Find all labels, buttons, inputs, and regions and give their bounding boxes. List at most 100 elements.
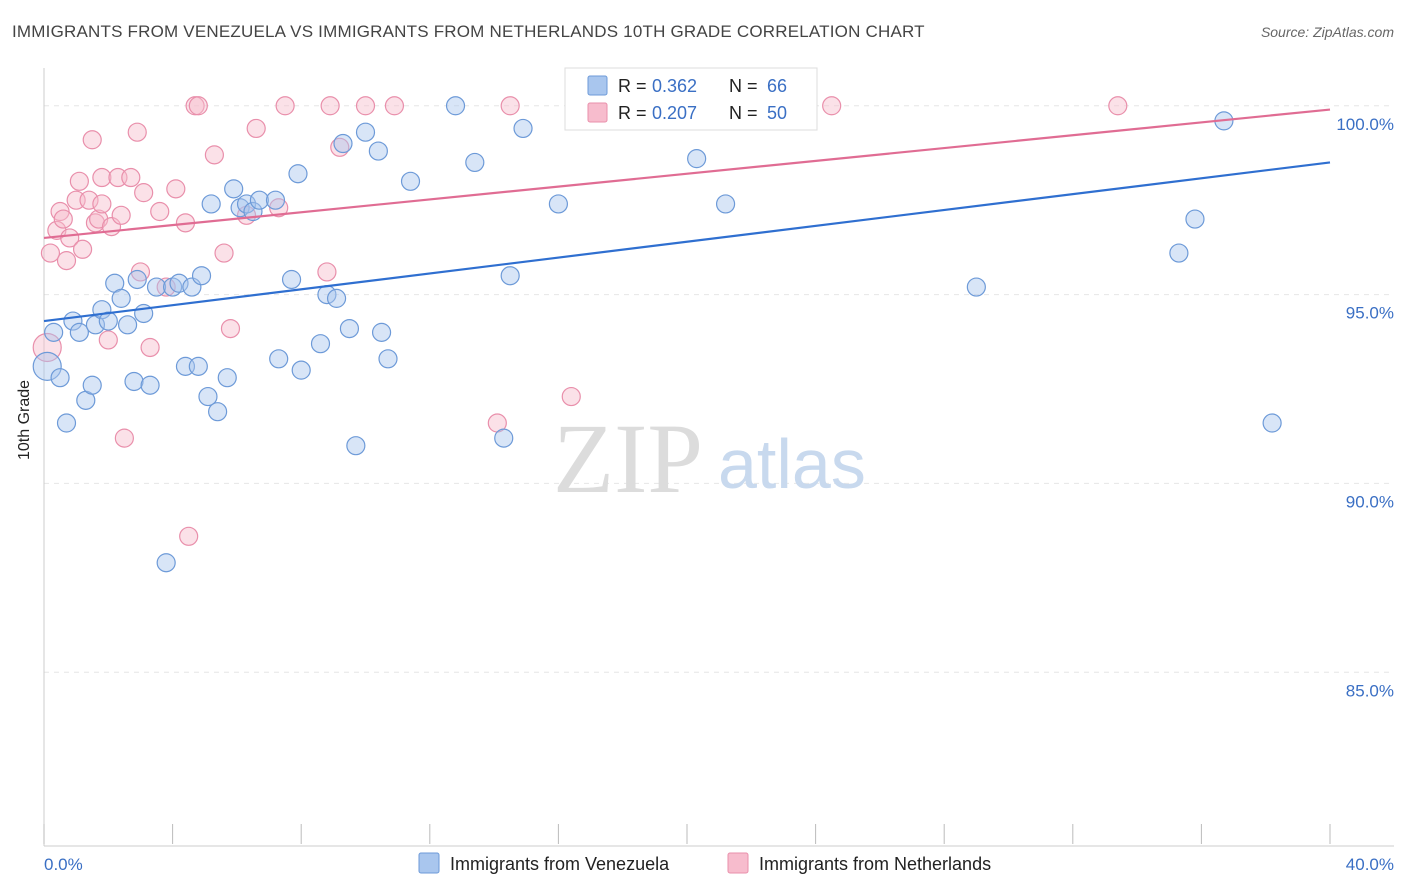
point-venezuela (368, 141, 388, 161)
point-venezuela (288, 164, 308, 184)
point-venezuela (44, 322, 64, 342)
point-venezuela (32, 351, 62, 381)
legend-r-value-venezuela: 0.362 (652, 76, 697, 96)
point-venezuela (281, 269, 302, 290)
legend-r-value-netherlands: 0.207 (652, 103, 697, 123)
source-credit: Source: ZipAtlas.com (1260, 24, 1394, 40)
point-venezuela (127, 269, 147, 290)
point-venezuela (687, 149, 707, 169)
point-venezuela (378, 349, 398, 369)
y-tick-labels: 85.0% 90.0% 95.0% 100.0% (1336, 115, 1394, 701)
point-netherlands (60, 228, 80, 248)
point-venezuela (236, 194, 257, 214)
point-netherlands (134, 183, 154, 203)
y-tick-label: 100.0% (1336, 115, 1394, 134)
point-venezuela (265, 190, 286, 210)
point-venezuela (500, 266, 520, 286)
axes (43, 68, 1394, 847)
point-netherlands (156, 277, 176, 297)
x-tick-label-max: 40.0% (1346, 855, 1394, 874)
point-netherlands (822, 96, 842, 116)
legend-r-label-2: R = (618, 103, 647, 123)
point-venezuela (269, 349, 289, 369)
point-venezuela (169, 273, 189, 293)
legend-n-label-1: N = (729, 76, 758, 96)
point-venezuela (146, 277, 167, 297)
correlation-legend: R = 0.362 N = 66 R = 0.207 N = 50 (564, 67, 818, 131)
point-venezuela (513, 118, 533, 139)
point-netherlands (384, 96, 405, 116)
point-venezuela (548, 194, 569, 214)
point-venezuela (208, 402, 228, 422)
point-venezuela (217, 368, 237, 388)
point-netherlands (140, 337, 160, 358)
point-netherlands (56, 251, 77, 271)
point-venezuela (191, 266, 212, 286)
bottom-legend-swatch-netherlands (727, 852, 749, 874)
point-netherlands (355, 96, 376, 116)
point-netherlands (53, 209, 73, 229)
point-netherlands (92, 167, 112, 188)
point-netherlands (150, 201, 170, 222)
point-venezuela (371, 322, 392, 342)
point-venezuela (339, 318, 360, 339)
chart-title: IMMIGRANTS FROM VENEZUELA VS IMMIGRANTS … (12, 22, 925, 41)
point-netherlands (561, 386, 581, 407)
point-netherlands (204, 145, 224, 165)
point-netherlands (121, 167, 141, 188)
point-venezuela (201, 194, 221, 214)
point-venezuela (1169, 243, 1189, 263)
point-venezuela (124, 371, 144, 392)
point-netherlands (500, 96, 520, 116)
point-netherlands (246, 118, 266, 139)
legend-swatch-venezuela (587, 75, 608, 96)
y-tick-label: 95.0% (1346, 304, 1394, 323)
legend-swatch-netherlands (587, 102, 608, 123)
legend-r-label-1: R = (618, 76, 647, 96)
point-venezuela (56, 413, 77, 433)
y-tick-label: 90.0% (1346, 492, 1394, 511)
point-venezuela (140, 375, 160, 395)
point-netherlands (214, 243, 234, 263)
watermark-zip: ZIP (553, 403, 703, 514)
point-netherlands (111, 205, 131, 225)
point-venezuela (156, 553, 176, 573)
legend-n-value-venezuela: 66 (767, 76, 787, 96)
x-tick-label-min: 0.0% (44, 855, 83, 874)
watermark-atlas: atlas (718, 425, 866, 503)
point-netherlands (69, 171, 89, 191)
point-netherlands (127, 122, 147, 142)
point-netherlands (220, 318, 241, 339)
point-netherlands (72, 239, 93, 259)
bottom-legend-swatch-venezuela (418, 852, 440, 874)
point-venezuela (249, 190, 270, 210)
point-venezuela (82, 375, 102, 395)
point-venezuela (111, 288, 131, 308)
point-netherlands (1108, 96, 1128, 116)
point-venezuela (1262, 413, 1282, 433)
y-tick-label: 85.0% (1346, 681, 1394, 700)
point-venezuela (494, 428, 514, 448)
legend-n-label-2: N = (729, 103, 758, 123)
point-venezuela (355, 122, 376, 142)
point-venezuela (715, 194, 736, 214)
point-venezuela (224, 179, 244, 199)
gridlines (44, 105, 1394, 673)
point-venezuela (346, 436, 366, 456)
point-netherlands (275, 96, 295, 116)
bottom-legend-label-netherlands: Immigrants from Netherlands (759, 854, 991, 874)
series-legend: Immigrants from Venezuela Immigrants fro… (418, 852, 991, 874)
trendlines (43, 108, 1331, 323)
point-venezuela (445, 96, 466, 116)
point-venezuela (188, 356, 208, 376)
trendline-netherlands (43, 108, 1331, 240)
trendline-venezuela (43, 161, 1331, 323)
point-netherlands (179, 526, 199, 546)
point-venezuela (966, 277, 986, 297)
point-netherlands (82, 130, 102, 150)
bottom-legend-label-venezuela: Immigrants from Venezuela (450, 854, 670, 874)
point-venezuela (117, 315, 138, 335)
point-netherlands (40, 243, 61, 263)
point-netherlands (114, 428, 134, 448)
